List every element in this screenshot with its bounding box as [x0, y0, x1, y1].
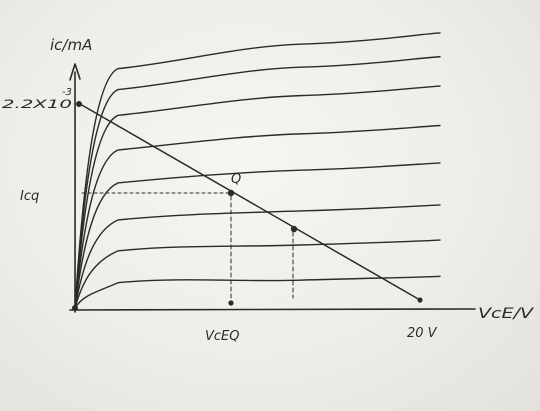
points — [72, 101, 423, 311]
q-point — [227, 189, 235, 197]
y-intercept-point — [76, 101, 82, 107]
q-point-label: Q — [231, 172, 241, 187]
vceq-point — [228, 300, 234, 306]
origin-point — [72, 305, 78, 311]
characteristic-curve-6 — [74, 204, 441, 309]
y-axis-label: ic/mA — [50, 36, 92, 54]
y-intercept-exponent: -3 — [62, 87, 72, 98]
icq-label: Icq — [20, 189, 39, 204]
projection-lines — [81, 192, 294, 303]
vcc-label: 20 V — [407, 326, 438, 341]
labels: ic/mA 2.2X10 -3 Icq Q VcEQ 20 V VcE/V — [2, 36, 535, 344]
y-axis-arrow-icon — [69, 63, 81, 81]
characteristic-curve-3 — [74, 85, 441, 309]
y-intercept-label: 2.2X10 — [2, 97, 72, 111]
x-axis-label: VcE/V — [478, 306, 535, 322]
load-line — [79, 103, 421, 301]
characteristic-curve-7 — [74, 239, 441, 309]
vceq-label: VcEQ — [205, 329, 240, 344]
characteristic-curve-5 — [74, 162, 441, 309]
x-axis — [69, 308, 476, 311]
characteristic-curve-2 — [74, 56, 441, 309]
axes — [69, 63, 476, 313]
characteristic-curve-8 — [74, 275, 441, 309]
characteristic-curve-4 — [74, 124, 441, 309]
characteristic-curves — [74, 32, 441, 309]
characteristic-curve-1 — [74, 32, 441, 309]
vcc-point — [417, 297, 423, 303]
second-operating-point — [290, 225, 298, 233]
